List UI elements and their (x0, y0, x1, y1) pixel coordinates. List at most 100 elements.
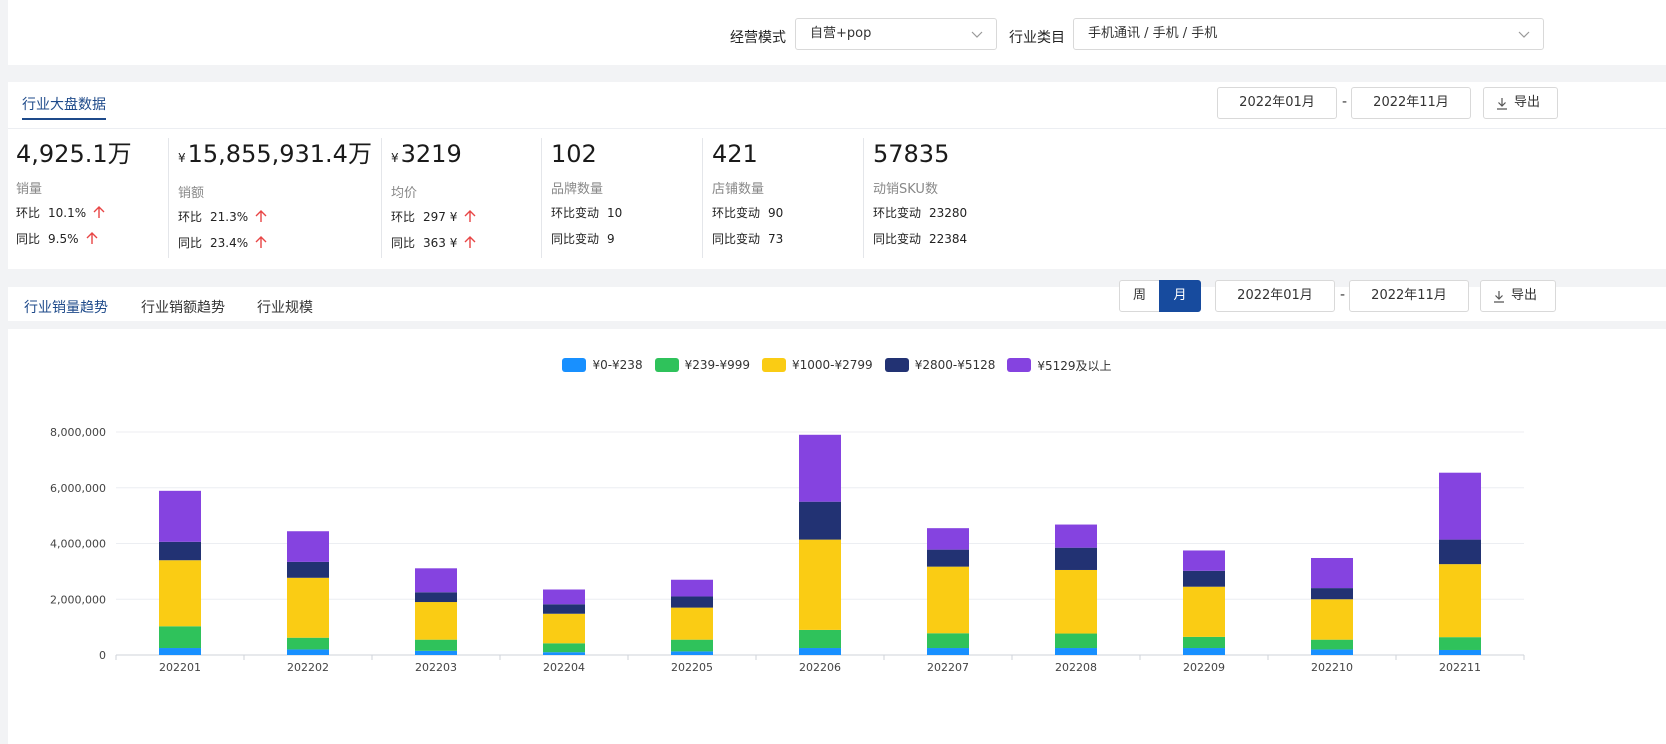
mom-label: 环比变动 (873, 206, 922, 220)
bar-segment (1311, 557, 1353, 589)
bar-segment (1055, 524, 1097, 548)
bar-segment (1311, 588, 1353, 600)
up-arrow-icon (464, 236, 476, 248)
mode-label: 经营模式 (730, 30, 786, 46)
metric-card: ¥3219 均价环比 297 ¥ 同比 363 ¥ (381, 138, 539, 258)
bar-segment (1055, 633, 1097, 649)
metric-name: 均价 (391, 186, 418, 201)
trend-date-start[interactable]: 2022年01月 (1215, 280, 1335, 312)
download-icon (1497, 98, 1507, 110)
legend-item[interactable]: ¥2800-¥5128 (884, 357, 995, 373)
overview-tab[interactable]: 行业大盘数据 (22, 94, 106, 120)
bar-segment (671, 579, 713, 597)
bar-segment (159, 560, 201, 627)
bar-segment (287, 561, 329, 578)
legend-swatch (884, 358, 909, 372)
metric-card: 102 品牌数量 环比变动 10 同比变动 9 (541, 138, 699, 258)
period-month-button[interactable]: 月 (1159, 280, 1201, 312)
metric-yoy-row: 同比变动 73 (712, 229, 860, 249)
mode-select-value: 自营+pop (810, 26, 872, 41)
overview-date-start[interactable]: 2022年01月 (1217, 87, 1337, 119)
metric-mom-row: 环比变动 90 (712, 203, 860, 223)
bar-segment (1055, 547, 1097, 570)
mom-label: 环比变动 (551, 206, 600, 220)
yoy-label: 同比 (391, 236, 416, 250)
overview-panel: 行业大盘数据 2022年01月 - 2022年11月 导出 4,925.1万 销量… (8, 82, 1666, 269)
metric-name: 销量 (16, 182, 43, 197)
legend-item[interactable]: ¥0-¥238 (562, 357, 643, 373)
currency-symbol: ¥ (178, 151, 186, 165)
currency-symbol: ¥ (391, 151, 399, 165)
overview-date-end[interactable]: 2022年11月 (1351, 87, 1471, 119)
bar-segment (799, 629, 841, 649)
bar-segment (1183, 550, 1225, 571)
metric-name: 销额 (178, 186, 205, 201)
download-icon (1494, 291, 1504, 303)
tab-sales-amount-trend[interactable]: 行业销额趋势 (141, 300, 225, 316)
metric-mom-row: 环比 297 ¥ (391, 207, 539, 227)
metric-value: ¥3219 (391, 138, 539, 174)
bar-segment (1311, 599, 1353, 640)
yoy-label: 同比 (178, 236, 203, 250)
legend-item[interactable]: ¥5129及以上 (1007, 357, 1112, 373)
metric-value: 102 (551, 138, 699, 170)
legend-label: ¥239-¥999 (684, 358, 750, 372)
y-tick-label: 6,000,000 (50, 482, 106, 495)
bar-segment (799, 434, 841, 502)
legend-label: ¥5129及以上 (1037, 358, 1112, 373)
mom-label: 环比 (391, 210, 416, 224)
bar-segment (159, 648, 201, 655)
bar-segment (1439, 539, 1481, 565)
metric-yoy-row: 同比 363 ¥ (391, 233, 539, 253)
bar-segment (927, 528, 969, 550)
bar-segment (927, 549, 969, 567)
bar-segment (1311, 649, 1353, 655)
bar-segment (415, 639, 457, 651)
x-tick-label: 202202 (287, 661, 329, 674)
metric-value: ¥15,855,931.4万 (178, 138, 378, 174)
bar-segment (543, 643, 585, 653)
trend-export-button[interactable]: 导出 (1480, 280, 1556, 312)
bar-segment (415, 592, 457, 603)
category-select[interactable]: 手机通讯 / 手机 / 手机 (1073, 18, 1544, 50)
bar-segment (415, 650, 457, 655)
bar-segment (543, 589, 585, 605)
yoy-value: 363 ¥ (423, 236, 458, 250)
mom-value: 10.1% (48, 206, 87, 220)
metric-yoy-row: 同比 23.4% (178, 233, 378, 253)
metric-number: 57835 (873, 140, 950, 168)
metric-value: 4,925.1万 (16, 138, 166, 170)
y-tick-label: 8,000,000 (50, 426, 106, 439)
yoy-label: 同比变动 (712, 232, 761, 246)
x-tick-label: 202210 (1311, 661, 1353, 674)
x-tick-label: 202208 (1055, 661, 1097, 674)
yoy-label: 同比变动 (873, 232, 922, 246)
yoy-value: 9.5% (48, 232, 79, 246)
divider (8, 128, 1666, 129)
mode-select[interactable]: 自营+pop (795, 18, 997, 50)
legend-item[interactable]: ¥1000-¥2799 (762, 357, 873, 373)
bar-segment (1183, 648, 1225, 655)
metric-value: 57835 (873, 138, 1063, 170)
up-arrow-icon (255, 210, 267, 222)
mom-value: 297 ¥ (423, 210, 458, 224)
tab-industry-scale[interactable]: 行业规模 (257, 300, 313, 316)
mom-value: 23280 (929, 206, 968, 220)
bar-segment (287, 637, 329, 650)
x-tick-label: 202209 (1183, 661, 1225, 674)
bar-segment (287, 531, 329, 562)
bar-segment (543, 604, 585, 614)
trend-date-end[interactable]: 2022年11月 (1349, 280, 1469, 312)
category-label: 行业类目 (1009, 30, 1065, 46)
overview-export-button[interactable]: 导出 (1483, 87, 1558, 119)
bar-segment (799, 648, 841, 655)
bar-segment (671, 607, 713, 640)
x-tick-label: 202203 (415, 661, 457, 674)
x-tick-label: 202205 (671, 661, 713, 674)
chart-legend: ¥0-¥238 ¥239-¥999 ¥1000-¥2799 ¥2800-¥5128 ¥5… (8, 357, 1666, 373)
metric-card: 421 店铺数量 环比变动 90 同比变动 73 (702, 138, 860, 258)
divider (8, 321, 1666, 329)
period-week-button[interactable]: 周 (1119, 280, 1160, 312)
legend-item[interactable]: ¥239-¥999 (654, 357, 750, 373)
bar-segment (927, 566, 969, 634)
